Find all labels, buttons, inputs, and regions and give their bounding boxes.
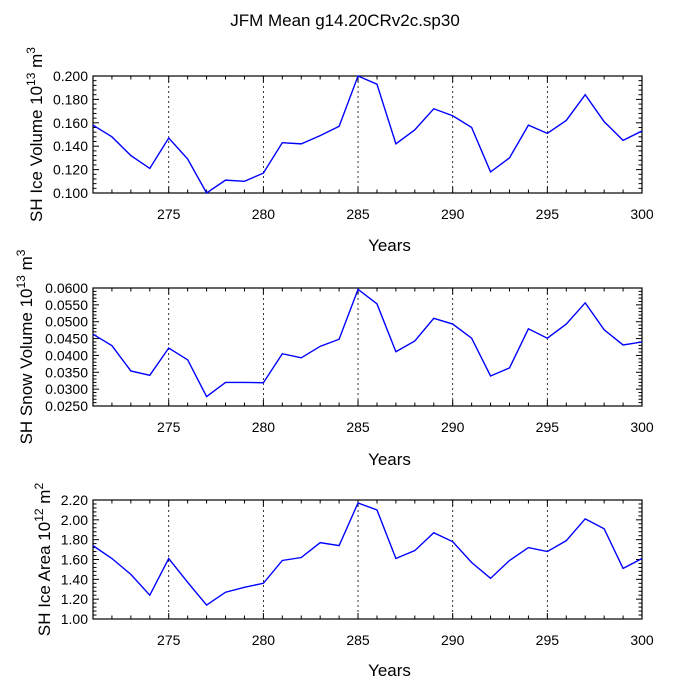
- y-tick-label: 1.40: [61, 571, 88, 587]
- x-tick-label: 275: [157, 419, 181, 435]
- series-line: [92, 288, 643, 398]
- series-line: [92, 502, 643, 607]
- x-tick-label: 295: [536, 206, 560, 222]
- x-tick-label: 300: [630, 632, 654, 648]
- x-axis-label: Years: [368, 236, 411, 255]
- x-tick-label: 290: [441, 206, 465, 222]
- y-tick-label: 0.0550: [45, 297, 88, 313]
- y-axis-label-text: SH Snow Volume 10: [17, 289, 36, 445]
- y-tick-label: 0.0400: [45, 347, 88, 363]
- y-tick-label: 0.200: [53, 68, 88, 84]
- y-tick-label: 2.00: [61, 512, 88, 528]
- y-tick-label: 1.60: [61, 552, 88, 568]
- x-tick-label: 285: [346, 206, 370, 222]
- y-tick-label: 0.120: [53, 162, 88, 178]
- y-tick-label: 0.0450: [45, 331, 88, 347]
- x-tick-label: 290: [441, 419, 465, 435]
- x-tick-label: 290: [441, 632, 465, 648]
- y-tick-label: 0.100: [53, 185, 88, 201]
- plot-frame: [92, 75, 643, 194]
- y-tick-label: 2.20: [61, 492, 88, 508]
- panel-3: 275 280 285 290 295 300 1.00 1.20 1.40 1.60 1.80 2.…: [32, 483, 654, 680]
- x-axis-label: Years: [368, 661, 411, 679]
- x-tick-label: 280: [252, 632, 276, 648]
- y-axis-label-text: SH Ice Area 10: [35, 522, 54, 636]
- x-tick-label: 300: [630, 419, 654, 435]
- y-tick-label: 1.20: [61, 591, 88, 607]
- x-tick-label: 275: [157, 206, 181, 222]
- x-tick-label: 285: [346, 632, 370, 648]
- y-axis-label-unit: m: [35, 490, 54, 509]
- x-tick-label: 275: [157, 632, 181, 648]
- panel-1: 275 280 285 290 295 300 0.100 0.120 0.140 0.160 0.…: [24, 47, 654, 255]
- y-axis-label: SH Ice Volume 1013 m3: [24, 47, 46, 222]
- y-tick-label: 0.180: [53, 91, 88, 107]
- y-tick-label: 0.140: [53, 138, 88, 154]
- chart-title: JFM Mean g14.20CRv2c.sp30: [230, 11, 460, 30]
- y-tick-label: 1.00: [61, 611, 88, 627]
- y-axis-label-unit-exponent: 2: [32, 483, 46, 490]
- y-axis-label-unit-exponent: 3: [14, 249, 28, 256]
- x-axis-label: Years: [368, 450, 411, 469]
- y-tick-label: 0.0600: [45, 280, 88, 296]
- y-axis-label-unit-exponent: 3: [24, 47, 38, 54]
- y-tick-label: 0.0350: [45, 364, 88, 380]
- y-tick-label: 0.0300: [45, 381, 88, 397]
- y-axis-label-unit: m: [17, 256, 36, 275]
- x-tick-label: 285: [346, 419, 370, 435]
- y-axis-label-unit: m: [27, 54, 46, 73]
- series-line: [92, 75, 643, 195]
- y-tick-label: 1.80: [61, 532, 88, 548]
- plot-frame: [92, 287, 643, 407]
- y-tick-label: 0.0250: [45, 398, 88, 414]
- panel-2: 275 280 285 290 295 3000.02500.03000.03500.04…: [14, 249, 654, 469]
- x-tick-label: 300: [630, 206, 654, 222]
- y-axis-label-text: SH Ice Volume 10: [27, 86, 46, 222]
- x-tick-label: 295: [536, 632, 560, 648]
- x-tick-label: 280: [252, 419, 276, 435]
- x-tick-label: 280: [252, 206, 276, 222]
- y-tick-label: 0.0500: [45, 314, 88, 330]
- plot-frame: [92, 499, 643, 620]
- y-axis-label-exponent: 13: [14, 275, 28, 289]
- y-axis-label-exponent: 13: [24, 72, 38, 86]
- y-axis-label-exponent: 12: [32, 508, 46, 522]
- y-tick-label: 0.160: [53, 115, 88, 131]
- y-axis-label: SH Snow Volume 1013 m3: [14, 249, 36, 444]
- y-axis-label: SH Ice Area 1012 m2: [32, 483, 54, 637]
- x-tick-label: 295: [536, 419, 560, 435]
